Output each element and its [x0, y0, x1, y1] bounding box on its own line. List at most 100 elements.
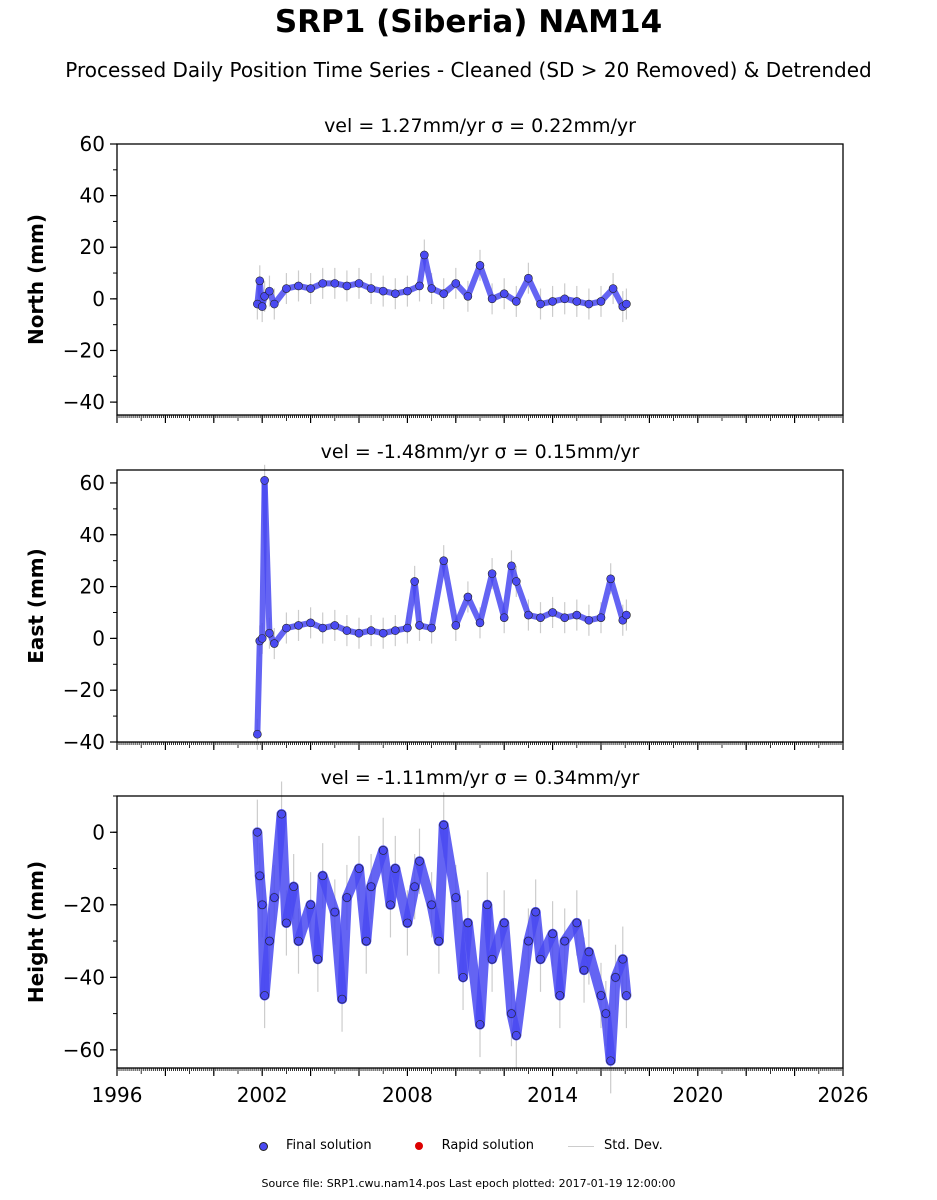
y-tick-label: −40 [63, 390, 105, 414]
data-band-segment [513, 275, 532, 305]
data-point [415, 281, 424, 291]
data-point [330, 621, 340, 630]
data-point [536, 613, 545, 622]
y-tick-label: −20 [63, 338, 105, 362]
data-point [265, 628, 274, 638]
data-point [463, 918, 473, 928]
chart-title: SRP1 (Siberia) NAM14 [274, 4, 663, 40]
data-point [403, 623, 412, 633]
legend-item-stddev: Std. Dev. [568, 1138, 663, 1153]
data-point [318, 871, 328, 881]
data-point [596, 991, 606, 1000]
data-band-segment [511, 936, 534, 1041]
data-point [330, 279, 340, 288]
data-point [536, 299, 545, 309]
plot-frame-1 [116, 469, 844, 743]
data-point [282, 284, 291, 293]
data-point [622, 991, 631, 1000]
y-tick-label: 0 [92, 287, 105, 311]
data-point [289, 882, 298, 891]
data-band-segment [438, 820, 461, 903]
data-point [439, 820, 449, 830]
data-point [548, 929, 557, 939]
data-point [511, 1031, 521, 1040]
legend-label-rapid: Rapid solution [441, 1138, 535, 1153]
data-point [330, 907, 340, 917]
data-point [536, 954, 545, 964]
data-point [584, 299, 594, 309]
data-point [584, 615, 594, 625]
data-point [306, 900, 315, 910]
panel-title-1: vel = -1.48mm/yr σ = 0.15mm/yr [321, 441, 640, 463]
chart-subtitle: Processed Daily Position Time Series - C… [65, 58, 872, 82]
data-point [475, 261, 485, 270]
data-band-segment [402, 881, 420, 928]
data-point [499, 918, 509, 928]
data-point [596, 297, 606, 306]
data-point [390, 864, 400, 873]
data-point [294, 281, 303, 291]
y-tick-label: −20 [63, 678, 105, 702]
data-band-segment [261, 477, 273, 637]
y-tick-label: 20 [80, 575, 105, 599]
data-point [427, 623, 436, 633]
data-band-segment [421, 251, 435, 292]
data-point [511, 577, 521, 586]
y-tick-label: 40 [80, 523, 105, 547]
y-tick-label: −40 [63, 730, 105, 754]
data-point [354, 628, 364, 638]
data-point [560, 936, 570, 946]
data-point [386, 900, 395, 910]
data-band-segment [525, 275, 544, 308]
data-point [253, 827, 262, 837]
data-band-segment [411, 578, 423, 629]
data-point [622, 610, 631, 620]
data-band-segment [598, 575, 614, 621]
data-band-segment [617, 954, 632, 1001]
data-point [403, 918, 412, 928]
data-point [439, 289, 449, 298]
y-tick-label: 0 [92, 820, 105, 844]
data-point [584, 947, 594, 957]
data-point [499, 289, 509, 298]
data-point [255, 276, 265, 286]
panel-title-0: vel = 1.27mm/yr σ = 0.22mm/yr [324, 115, 636, 137]
data-point [354, 864, 364, 873]
data-point [572, 297, 582, 306]
data-point [378, 846, 388, 855]
data-point [354, 279, 364, 288]
data-point [601, 1009, 611, 1018]
legend-label-final: Final solution [286, 1138, 372, 1153]
x-tick-label: 2014 [527, 1083, 578, 1107]
legend-marker-rapid [406, 1140, 432, 1152]
data-band-segment [554, 936, 570, 1001]
legend: Final solution Rapid solution Std. Dev. [250, 1138, 697, 1153]
data-point [415, 856, 424, 866]
data-band-segment [254, 637, 263, 738]
data-point [618, 954, 628, 964]
data-point [306, 618, 315, 628]
data-point [390, 626, 400, 635]
legend-item-rapid: Rapid solution [406, 1138, 534, 1153]
data-point [366, 626, 376, 635]
x-tick-label: 2020 [672, 1083, 723, 1107]
source-footnote: Source file: SRP1.cwu.nam14.pos Last epo… [261, 1177, 676, 1190]
y-tick-label: 20 [80, 235, 105, 259]
data-band-segment [583, 946, 606, 1001]
data-point [463, 592, 473, 602]
data-point [337, 994, 347, 1004]
data-point [420, 250, 429, 260]
data-point [378, 628, 388, 638]
data-band-segment [513, 578, 532, 619]
data-point [260, 476, 269, 485]
data-band-segment [361, 881, 377, 947]
data-point [531, 907, 540, 917]
data-point [622, 299, 631, 309]
data-point [277, 809, 286, 819]
data-band-segment [477, 570, 496, 626]
x-tick-label: 1996 [92, 1083, 143, 1107]
panel-title-2: vel = -1.11mm/yr σ = 0.34mm/yr [321, 767, 640, 789]
data-point [366, 882, 376, 891]
data-point [482, 900, 492, 910]
data-point [427, 284, 436, 293]
